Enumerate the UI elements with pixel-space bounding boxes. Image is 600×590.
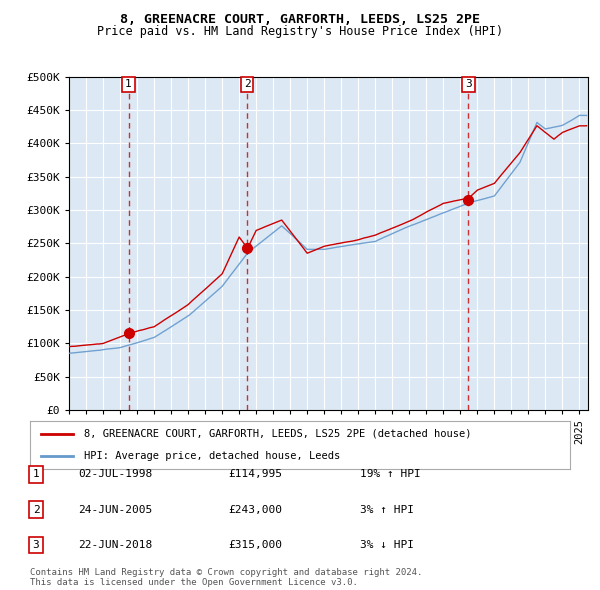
Text: 8, GREENACRE COURT, GARFORTH, LEEDS, LS25 2PE: 8, GREENACRE COURT, GARFORTH, LEEDS, LS2…	[120, 13, 480, 26]
Text: 2: 2	[32, 505, 40, 514]
Text: 24-JUN-2005: 24-JUN-2005	[78, 505, 152, 514]
Text: Contains HM Land Registry data © Crown copyright and database right 2024.
This d: Contains HM Land Registry data © Crown c…	[30, 568, 422, 587]
Text: 3: 3	[465, 80, 472, 90]
Text: 8, GREENACRE COURT, GARFORTH, LEEDS, LS25 2PE (detached house): 8, GREENACRE COURT, GARFORTH, LEEDS, LS2…	[84, 429, 472, 439]
Text: 3: 3	[32, 540, 40, 550]
Text: 1: 1	[125, 80, 132, 90]
Text: £114,995: £114,995	[228, 470, 282, 479]
Text: 3% ↑ HPI: 3% ↑ HPI	[360, 505, 414, 514]
Text: 1: 1	[32, 470, 40, 479]
Text: 2: 2	[244, 80, 251, 90]
Text: 3% ↓ HPI: 3% ↓ HPI	[360, 540, 414, 550]
Text: Price paid vs. HM Land Registry's House Price Index (HPI): Price paid vs. HM Land Registry's House …	[97, 25, 503, 38]
Text: 22-JUN-2018: 22-JUN-2018	[78, 540, 152, 550]
Text: 19% ↑ HPI: 19% ↑ HPI	[360, 470, 421, 479]
Text: £315,000: £315,000	[228, 540, 282, 550]
Text: £243,000: £243,000	[228, 505, 282, 514]
Text: 02-JUL-1998: 02-JUL-1998	[78, 470, 152, 479]
Text: HPI: Average price, detached house, Leeds: HPI: Average price, detached house, Leed…	[84, 451, 340, 461]
